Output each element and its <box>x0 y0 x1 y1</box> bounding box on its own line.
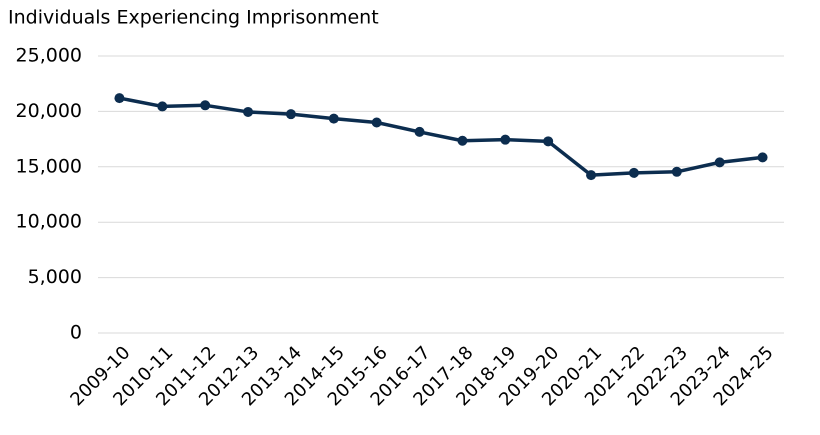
y-tick-label: 0 <box>70 322 82 344</box>
data-point <box>714 157 725 168</box>
data-point <box>543 136 554 147</box>
data-point <box>586 170 597 181</box>
data-point <box>114 93 125 104</box>
data-point <box>628 167 639 178</box>
data-point <box>457 135 468 146</box>
data-point <box>671 166 682 177</box>
y-tick-label: 20,000 <box>16 100 82 122</box>
data-point <box>157 101 168 112</box>
data-point <box>328 113 339 124</box>
chart-title: Individuals Experiencing Imprisonment <box>8 7 379 29</box>
data-point <box>200 100 211 111</box>
y-tick-label: 25,000 <box>16 45 82 67</box>
data-point <box>243 106 254 117</box>
series-line <box>119 96 763 177</box>
y-tick-label: 15,000 <box>16 155 82 177</box>
data-point <box>757 152 768 163</box>
y-tick-label: 10,000 <box>16 211 82 233</box>
data-point <box>371 117 382 128</box>
y-tick-label: 5,000 <box>28 266 82 288</box>
data-point <box>500 134 511 145</box>
data-point <box>285 109 296 120</box>
data-point <box>414 126 425 137</box>
